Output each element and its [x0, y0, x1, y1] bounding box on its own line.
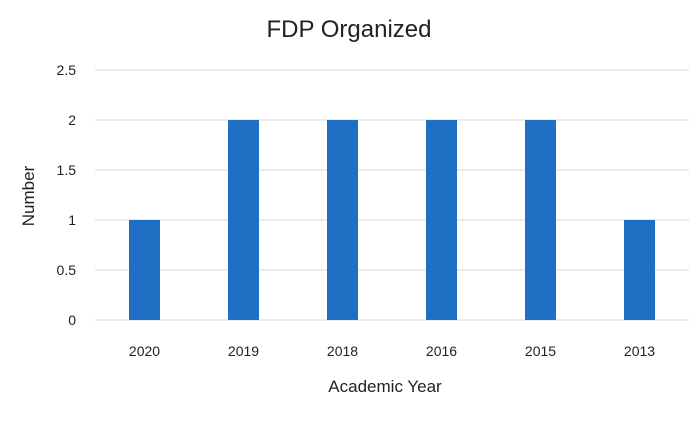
- bar-2019: [228, 120, 259, 320]
- x-tick-label: 2015: [525, 343, 556, 359]
- bar-2013: [624, 220, 655, 320]
- bars: [129, 120, 655, 320]
- y-tick-label: 2: [68, 112, 76, 128]
- y-axis-title: Number: [19, 165, 38, 226]
- bar-2016: [426, 120, 457, 320]
- bar-2020: [129, 220, 160, 320]
- x-tick-label: 2019: [228, 343, 259, 359]
- bar-2015: [525, 120, 556, 320]
- x-tick-label: 2020: [129, 343, 160, 359]
- y-axis-tick-labels: 0 0.5 1 1.5 2 2.5: [57, 62, 77, 328]
- y-tick-label: 1: [68, 212, 76, 228]
- chart-title: FDP Organized: [267, 16, 432, 43]
- x-tick-label: 2016: [426, 343, 457, 359]
- x-tick-label: 2013: [624, 343, 655, 359]
- x-axis-tick-labels: 2020 2019 2018 2016 2015 2013: [129, 343, 655, 359]
- y-tick-label: 0.5: [57, 262, 77, 278]
- y-tick-label: 2.5: [57, 62, 77, 78]
- gridlines: [95, 69, 689, 321]
- y-tick-label: 1.5: [57, 162, 77, 178]
- x-tick-label: 2018: [327, 343, 358, 359]
- y-tick-label: 0: [68, 312, 76, 328]
- x-axis-title: Academic Year: [328, 377, 442, 396]
- bar-2018: [327, 120, 358, 320]
